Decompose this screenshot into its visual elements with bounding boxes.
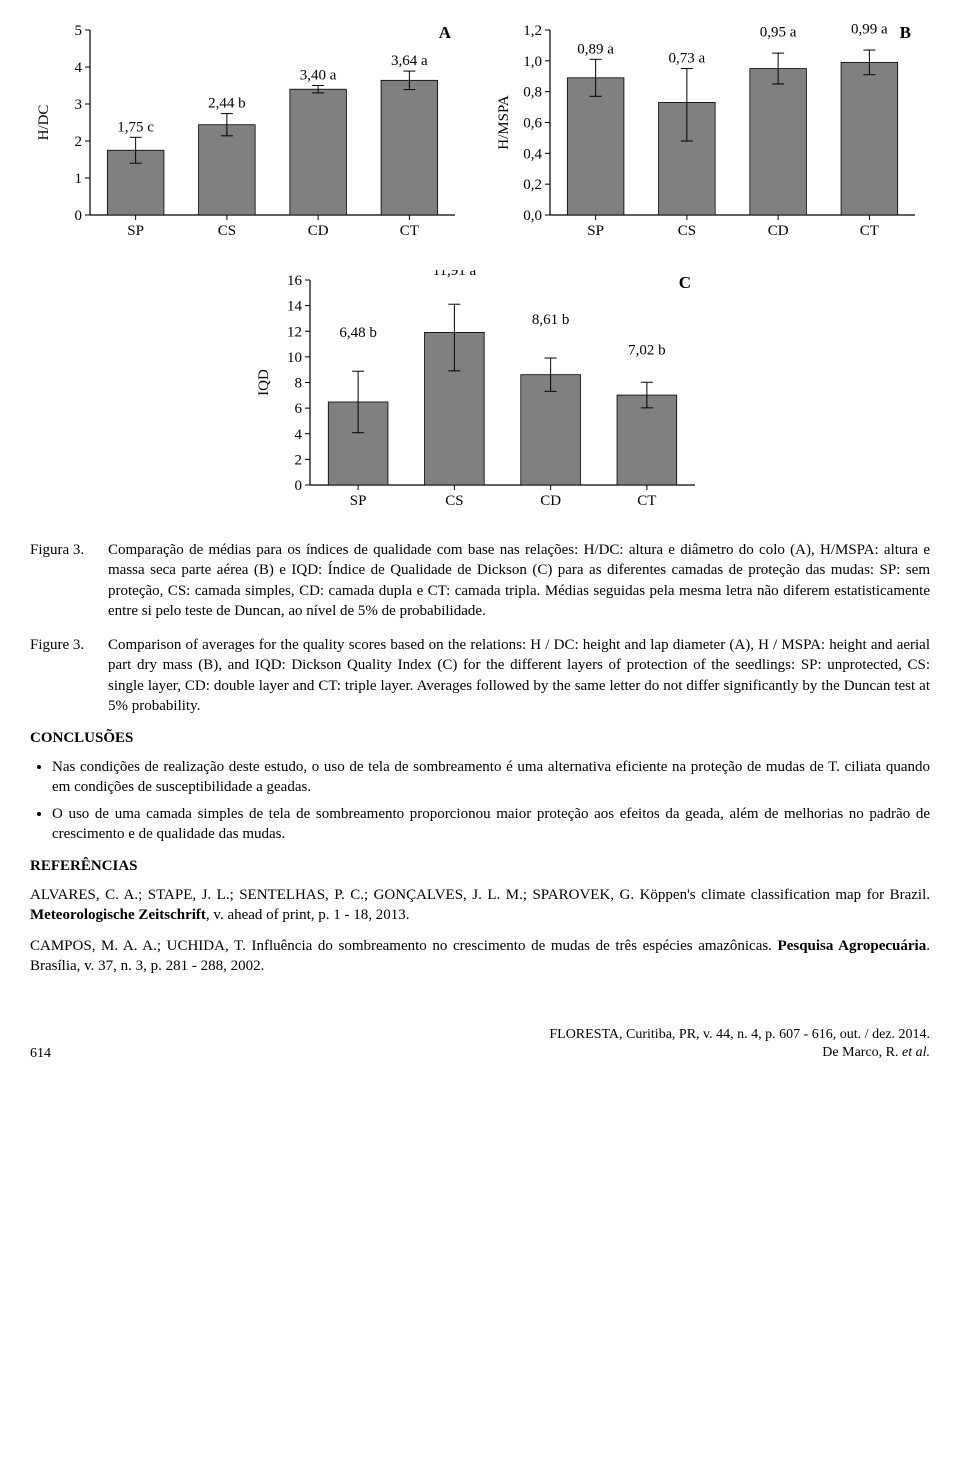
chart-c: 0 2 4 6 8 10 12 14 16 6,48 b SP 11,91 a CS 8,61 b CD 7,… (250, 270, 710, 520)
section-referencias: REFERÊNCIAS (30, 858, 930, 875)
svg-text:CT: CT (860, 223, 879, 239)
svg-text:0,8: 0,8 (523, 85, 542, 101)
svg-text:SP: SP (350, 493, 367, 509)
footer-line1: FLORESTA, Curitiba, PR, v. 44, n. 4, p. … (80, 1026, 930, 1044)
svg-text:11,91 a: 11,91 a (433, 270, 477, 279)
svg-text:3: 3 (75, 97, 83, 113)
footer-line2-etal: et al. (902, 1045, 930, 1060)
svg-text:CD: CD (540, 493, 561, 509)
svg-text:2: 2 (75, 134, 83, 150)
svg-text:12: 12 (287, 324, 302, 340)
reference-1: ALVARES, C. A.; STAPE, J. L.; SENTELHAS,… (30, 885, 930, 926)
svg-text:6,48 b: 6,48 b (339, 325, 377, 341)
svg-text:0,6: 0,6 (523, 116, 542, 132)
svg-text:3,40 a: 3,40 a (300, 68, 337, 84)
svg-text:CD: CD (308, 223, 329, 239)
svg-text:0,0: 0,0 (523, 208, 542, 224)
svg-text:0,4: 0,4 (523, 146, 542, 162)
svg-text:CT: CT (637, 493, 656, 509)
svg-text:H/DC: H/DC (36, 105, 52, 141)
svg-text:8,61 b: 8,61 b (532, 312, 570, 328)
ref2-journal: Pesquisa Agropecuária (778, 938, 927, 954)
ref1-tail: , v. ahead of print, p. 1 - 18, 2013. (206, 907, 410, 923)
svg-text:2,44 b: 2,44 b (208, 96, 246, 112)
svg-text:5: 5 (75, 23, 83, 39)
caption-label-pt: Figura 3. (30, 540, 108, 621)
svg-text:CT: CT (400, 223, 419, 239)
caption-text-en: Comparison of averages for the quality s… (108, 635, 930, 716)
svg-text:4: 4 (295, 427, 303, 443)
svg-text:CS: CS (218, 223, 236, 239)
bullet-1: Nas condições de realização deste estudo… (52, 757, 930, 798)
page-footer: 614 FLORESTA, Curitiba, PR, v. 44, n. 4,… (30, 1026, 930, 1062)
section-conclusoes: CONCLUSÕES (30, 730, 930, 747)
svg-text:SP: SP (587, 223, 604, 239)
caption-text-pt: Comparação de médias para os índices de … (108, 540, 930, 621)
svg-text:0,2: 0,2 (523, 177, 542, 193)
svg-text:16: 16 (287, 273, 303, 289)
svg-text:6: 6 (295, 401, 303, 417)
svg-text:CS: CS (678, 223, 696, 239)
svg-text:14: 14 (287, 299, 303, 315)
svg-text:H/MSPA: H/MSPA (496, 95, 512, 150)
bullet-2: O uso de uma camada simples de tela de s… (52, 804, 930, 845)
svg-text:C: C (679, 273, 691, 292)
svg-text:CD: CD (768, 223, 789, 239)
svg-text:SP: SP (127, 223, 144, 239)
svg-text:CS: CS (445, 493, 463, 509)
svg-text:0: 0 (75, 208, 83, 224)
svg-text:3,64 a: 3,64 a (391, 53, 428, 69)
ref1-title: Köppen's climate classification map for … (640, 887, 930, 903)
chart-b: 0,0 0,2 0,4 0,6 0,8 1,0 1,2 0,89 a SP 0,73 a CS 0,9… (490, 20, 930, 250)
svg-text:0: 0 (295, 478, 303, 494)
svg-text:B: B (900, 23, 911, 42)
conclusoes-list: Nas condições de realização deste estudo… (30, 757, 930, 844)
reference-2: CAMPOS, M. A. A.; UCHIDA, T. Influência … (30, 936, 930, 977)
svg-text:0,95 a: 0,95 a (760, 24, 797, 40)
svg-text:A: A (439, 23, 452, 42)
svg-text:1,75 c: 1,75 c (117, 119, 154, 135)
svg-text:4: 4 (75, 60, 83, 76)
svg-text:1: 1 (75, 171, 83, 187)
svg-text:1,2: 1,2 (523, 23, 542, 39)
ref1-journal: Meteorologische Zeitschrift (30, 907, 206, 923)
svg-text:0,89 a: 0,89 a (577, 41, 614, 57)
caption-label-en: Figure 3. (30, 635, 108, 716)
ref2-title: Influência do sombreamento no cresciment… (251, 938, 777, 954)
svg-text:IQD: IQD (256, 369, 272, 396)
svg-text:1,0: 1,0 (523, 54, 542, 70)
svg-text:8: 8 (295, 376, 303, 392)
footer-line2-prefix: De Marco, R. (822, 1045, 902, 1060)
svg-text:0,99 a: 0,99 a (851, 21, 888, 37)
figure3-caption-en: Figure 3. Comparison of averages for the… (30, 635, 930, 716)
svg-text:10: 10 (287, 350, 302, 366)
svg-text:0,73 a: 0,73 a (669, 51, 706, 67)
ref1-authors: ALVARES, C. A.; STAPE, J. L.; SENTELHAS,… (30, 887, 640, 903)
svg-text:7,02 b: 7,02 b (628, 342, 666, 358)
figure3-caption-pt: Figura 3. Comparação de médias para os í… (30, 540, 930, 621)
ref2-authors: CAMPOS, M. A. A.; UCHIDA, T. (30, 938, 251, 954)
page-number: 614 (30, 1046, 80, 1062)
svg-text:2: 2 (295, 452, 303, 468)
chart-a: 0 1 2 3 4 5 1,75 c SP 2,44 b CS 3,40 a CD 3,64 a CT H/… (30, 20, 470, 250)
